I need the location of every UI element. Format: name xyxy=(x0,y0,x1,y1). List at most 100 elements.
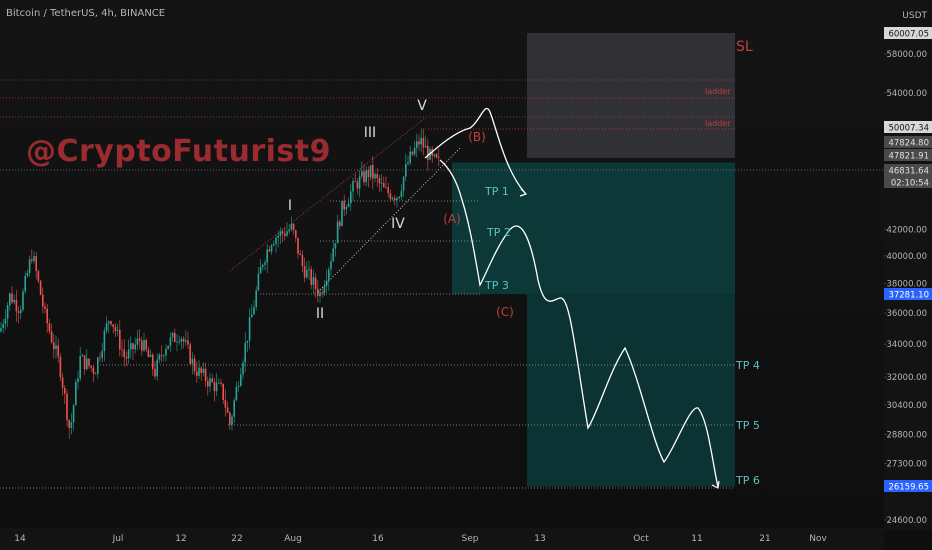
candle-body xyxy=(64,387,66,394)
candle-body xyxy=(391,198,394,200)
candle-body xyxy=(295,230,297,238)
candle-body xyxy=(374,174,376,179)
candle-body xyxy=(46,308,48,324)
candle-body xyxy=(310,269,312,285)
candle-body xyxy=(99,357,101,359)
candle-body xyxy=(35,256,37,272)
profit-zone-lower xyxy=(527,294,735,487)
candle-body xyxy=(235,386,238,401)
candle-body xyxy=(17,311,20,313)
candle-body xyxy=(420,137,422,145)
candle-body xyxy=(191,358,194,364)
candle-body xyxy=(20,309,22,313)
candle-body xyxy=(156,359,158,377)
candle-body xyxy=(244,342,246,363)
candle-body xyxy=(339,221,341,227)
candle-body xyxy=(380,183,383,184)
candle-body xyxy=(299,253,301,255)
price-badge xyxy=(884,136,932,148)
candle-body xyxy=(211,378,213,383)
candle-body xyxy=(81,355,84,357)
x-tick-label: 22 xyxy=(231,534,242,544)
candle-body xyxy=(303,266,306,278)
candle-body xyxy=(365,170,367,183)
candle-body xyxy=(345,206,348,210)
candle-body xyxy=(169,337,172,346)
wave-label: (B) xyxy=(468,130,486,144)
candle-body xyxy=(152,354,154,369)
candle-body xyxy=(312,277,315,285)
candle-body xyxy=(229,412,231,425)
candle-body xyxy=(281,231,284,234)
candle-body xyxy=(178,341,180,343)
y-tick-label: 32000.00 xyxy=(886,373,927,383)
price-badge xyxy=(884,149,932,161)
candle-body xyxy=(209,378,211,387)
candle-body xyxy=(394,198,396,201)
candle-body xyxy=(9,293,11,306)
price-badge-label: 50007.34 xyxy=(888,124,929,134)
price-badge-label: 46831.64 xyxy=(888,167,929,177)
x-tick-label: 14 xyxy=(14,534,26,544)
candle-body xyxy=(358,176,361,189)
candle-body xyxy=(108,321,110,324)
candle-body xyxy=(286,231,288,236)
x-tick-label: 12 xyxy=(175,534,186,544)
candle-body xyxy=(343,200,345,210)
candle-body xyxy=(187,340,189,345)
candle-body xyxy=(268,249,271,252)
candle-body xyxy=(367,170,370,178)
candle-body xyxy=(363,171,365,183)
candle-body xyxy=(207,380,209,387)
wave-channel-upper xyxy=(229,117,426,272)
candle-body xyxy=(383,183,385,188)
candle-body xyxy=(6,305,9,319)
tp-label: TP 5 xyxy=(735,419,760,432)
x-tick-label: Sep xyxy=(462,534,479,544)
candle-body xyxy=(200,367,202,373)
candle-body xyxy=(185,340,187,342)
candle-body xyxy=(350,191,352,204)
candle-body xyxy=(123,349,125,357)
candle-body xyxy=(145,339,147,350)
candle-body xyxy=(125,356,128,359)
candle-body xyxy=(70,422,73,428)
price-badge xyxy=(884,164,932,176)
candle-body xyxy=(376,174,378,179)
candle-body xyxy=(75,382,77,406)
tp-label: TP 6 xyxy=(735,474,760,487)
x-tick-label: 11 xyxy=(691,534,702,544)
candle-body xyxy=(314,277,317,289)
x-tick-label: Oct xyxy=(633,534,649,544)
candle-body xyxy=(24,276,26,292)
candle-body xyxy=(57,345,59,357)
candle-body xyxy=(389,193,392,200)
candle-body xyxy=(226,407,229,413)
chart-title: Bitcoin / TetherUS, 4h, BINANCE xyxy=(6,8,166,19)
candle-body xyxy=(180,338,183,342)
candle-body xyxy=(409,151,411,163)
x-tick-label: 13 xyxy=(534,534,545,544)
candle-body xyxy=(336,221,339,244)
candle-body xyxy=(332,248,334,262)
price-badge-label: 60007.05 xyxy=(888,30,929,40)
price-badge xyxy=(884,176,932,188)
candle-body xyxy=(422,137,425,148)
candle-body xyxy=(198,367,200,376)
price-badge-label: 26159.65 xyxy=(888,483,929,493)
y-tick-label: 38000.00 xyxy=(886,280,927,290)
watermark: @CryptoFuturist9 xyxy=(26,134,331,169)
currency-label: USDT xyxy=(902,11,927,21)
wave-label: I xyxy=(288,198,292,214)
candle-body xyxy=(251,314,253,318)
candle-body xyxy=(39,280,42,295)
candle-body xyxy=(385,187,387,189)
candle-body xyxy=(174,332,176,342)
candle-body xyxy=(218,382,220,384)
candle-body xyxy=(246,340,249,343)
candle-body xyxy=(407,162,409,165)
candle-body xyxy=(88,358,90,366)
candle-body xyxy=(427,146,429,160)
